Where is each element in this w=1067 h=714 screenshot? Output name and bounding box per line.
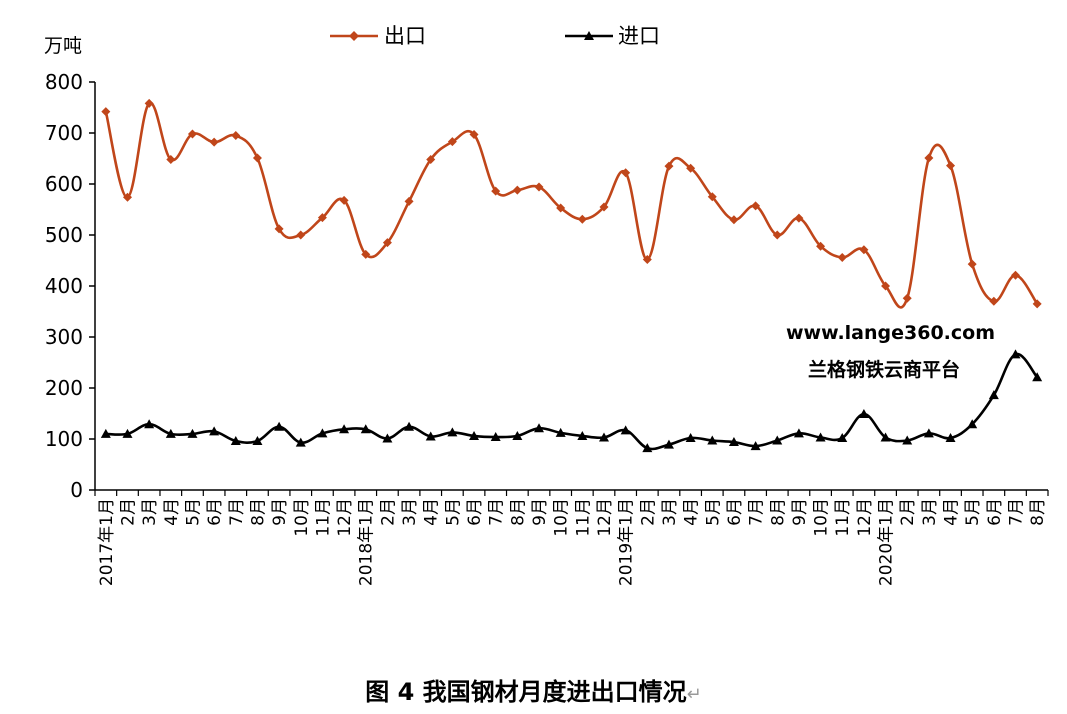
y-axis-ticks: 0 100 200 300 400 500 600 700 800 <box>45 70 95 502</box>
data-point-export <box>405 197 414 206</box>
data-point-import <box>859 409 869 418</box>
data-point-export <box>231 131 240 140</box>
x-tick-label: 7月 <box>487 498 507 526</box>
data-point-export <box>101 107 110 116</box>
x-tick-label: 11月 <box>833 498 853 537</box>
legend-item-export: 出口 <box>330 24 426 48</box>
data-point-import <box>989 390 999 399</box>
legend-label-export: 出口 <box>384 24 426 48</box>
caption-text: 图 4 我国钢材月度进出口情况 <box>365 678 686 706</box>
x-tick-label: 3月 <box>140 498 160 526</box>
x-tick-label: 5月 <box>183 498 203 526</box>
series-layer <box>101 99 1042 452</box>
legend: 出口 进口 <box>330 24 660 48</box>
y-tick-label: 0 <box>70 478 83 502</box>
data-point-export <box>946 161 955 170</box>
series-export <box>101 99 1041 308</box>
data-point-export <box>729 215 738 224</box>
x-tick-label: 2020年1月 <box>877 498 897 586</box>
x-tick-label: 4月 <box>422 498 442 526</box>
x-tick-label: 7月 <box>747 498 767 526</box>
watermark: www.lange360.com 兰格钢铁云商平台 <box>786 322 995 381</box>
x-tick-label: 9月 <box>270 498 290 526</box>
data-point-export <box>924 153 933 162</box>
x-tick-label: 2月 <box>118 498 138 526</box>
x-tick-label: 7月 <box>227 498 247 526</box>
y-tick-label: 600 <box>45 172 83 196</box>
x-tick-label: 9月 <box>530 498 550 526</box>
x-tick-label: 7月 <box>1007 498 1027 526</box>
series-line-export <box>106 103 1037 308</box>
data-point-export <box>210 138 219 147</box>
x-tick-label: 9月 <box>790 498 810 526</box>
y-tick-label: 400 <box>45 274 83 298</box>
x-tick-label: 6月 <box>465 498 485 526</box>
x-tick-label: 2019年1月 <box>617 498 637 586</box>
y-tick-label: 800 <box>45 70 83 94</box>
x-tick-label: 8月 <box>768 498 788 526</box>
legend-item-import: 进口 <box>565 24 660 48</box>
y-tick-label: 300 <box>45 325 83 349</box>
x-tick-label: 3月 <box>660 498 680 526</box>
x-tick-label: 12月 <box>595 498 615 537</box>
x-tick-label: 8月 <box>508 498 528 526</box>
x-tick-label: 8月 <box>1028 498 1048 526</box>
x-tick-label: 4月 <box>162 498 182 526</box>
data-point-export <box>513 186 522 195</box>
line-chart: 出口 进口 万吨 0 100 200 300 400 500 600 700 800 2017年… <box>0 0 1067 660</box>
x-tick-label: 6月 <box>985 498 1005 526</box>
x-tick-label: 12月 <box>855 498 875 537</box>
y-tick-label: 700 <box>45 121 83 145</box>
x-tick-label: 10月 <box>812 498 832 537</box>
x-tick-label: 10月 <box>552 498 572 537</box>
y-axis-unit-label: 万吨 <box>44 35 82 57</box>
data-point-export <box>903 294 912 303</box>
x-axis-ticks: 2017年1月 2月 3月 4月 5月 6月 7月 8月 9月 10月 11月 12月 2018年1月 2… <box>95 490 1048 586</box>
x-tick-label: 4月 <box>682 498 702 526</box>
watermark-platform: 兰格钢铁云商平台 <box>808 358 960 381</box>
x-tick-label: 3月 <box>920 498 940 526</box>
x-tick-label: 4月 <box>942 498 962 526</box>
x-tick-label: 6月 <box>725 498 745 526</box>
y-tick-label: 200 <box>45 376 83 400</box>
data-point-export <box>578 215 587 224</box>
data-point-export <box>838 253 847 262</box>
data-point-export <box>621 168 630 177</box>
x-tick-label: 11月 <box>313 498 333 537</box>
data-point-export <box>296 231 305 240</box>
x-tick-label: 11月 <box>573 498 593 537</box>
x-tick-label: 6月 <box>205 498 225 526</box>
x-tick-label: 5月 <box>963 498 983 526</box>
x-tick-label: 3月 <box>400 498 420 526</box>
x-tick-label: 5月 <box>443 498 463 526</box>
x-tick-label: 12月 <box>335 498 355 537</box>
x-tick-label: 2月 <box>638 498 658 526</box>
x-tick-label: 8月 <box>248 498 268 526</box>
x-tick-label: 5月 <box>703 498 723 526</box>
return-mark: ↵ <box>687 684 702 705</box>
y-tick-label: 500 <box>45 223 83 247</box>
watermark-url: www.lange360.com <box>786 322 995 344</box>
data-point-export <box>989 297 998 306</box>
x-tick-label: 2月 <box>898 498 918 526</box>
figure-caption: 图 4 我国钢材月度进出口情况↵ <box>0 672 1067 707</box>
x-tick-label: 2018年1月 <box>357 498 377 586</box>
x-tick-label: 2月 <box>378 498 398 526</box>
legend-label-import: 进口 <box>618 24 660 48</box>
x-tick-label: 10月 <box>292 498 312 537</box>
x-tick-label: 2017年1月 <box>97 498 117 586</box>
y-tick-label: 100 <box>45 427 83 451</box>
data-point-export <box>253 153 262 162</box>
data-point-export <box>968 260 977 269</box>
